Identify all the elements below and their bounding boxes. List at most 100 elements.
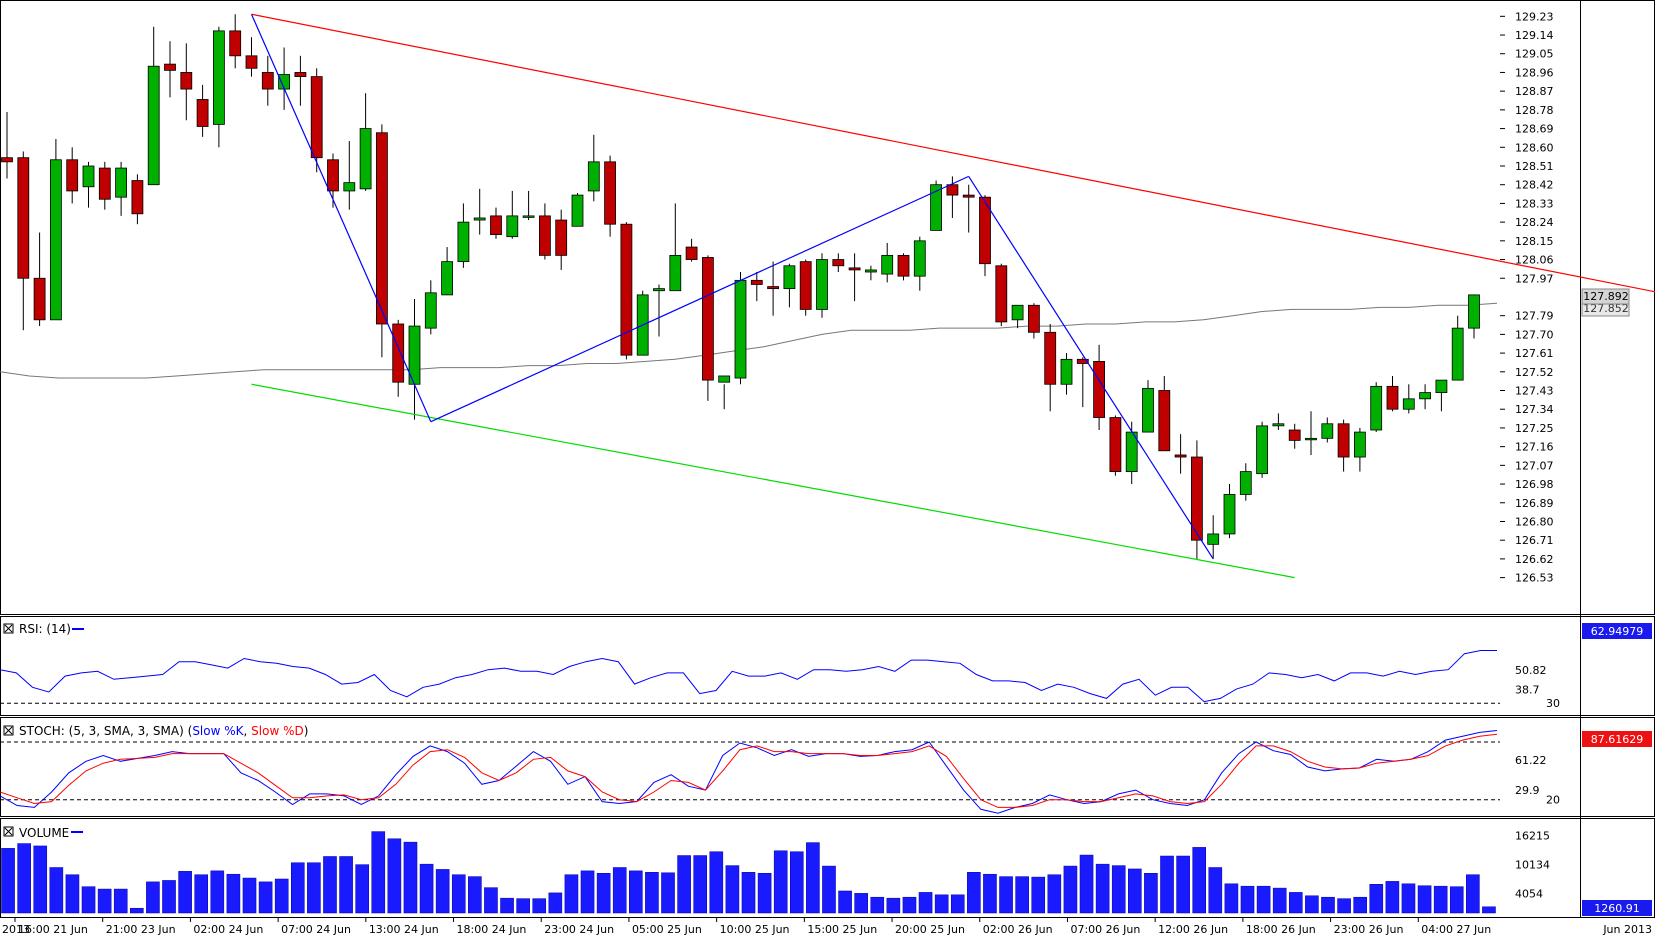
price-axis-tick-label: 127.07	[1515, 459, 1554, 472]
candle	[996, 264, 1007, 326]
volume-bar	[1080, 855, 1093, 913]
x-axis-tick-label: 07:00 24 Jun	[281, 923, 351, 936]
volume-bar	[661, 873, 674, 913]
volume-bar	[1193, 847, 1206, 913]
volume-bar	[581, 871, 594, 913]
candle-body-down	[1159, 391, 1170, 451]
volume-bar	[436, 869, 449, 913]
candle-body-up	[1354, 432, 1365, 457]
price-axis-tick-label: 126.98	[1515, 478, 1554, 491]
volume-bar	[259, 882, 272, 913]
candle	[1257, 422, 1268, 478]
volume-bar	[114, 889, 127, 913]
volume-bar	[1482, 907, 1495, 913]
price-axis-tick-label: 128.69	[1515, 123, 1554, 136]
candle-body-up	[1257, 426, 1268, 474]
price-axis-tick-label: 128.78	[1515, 104, 1554, 117]
volume-bar	[1289, 892, 1302, 913]
candle	[800, 260, 811, 316]
candle-body-up	[507, 216, 518, 237]
price-axis-tick-label: 127.97	[1515, 272, 1554, 285]
volume-badge: 1260.91	[1582, 900, 1652, 916]
price-axis-tick-label: 128.15	[1515, 235, 1554, 248]
candle	[311, 68, 322, 172]
volume-bar	[790, 852, 803, 913]
volume-bar	[1402, 884, 1415, 913]
price-axis-tick-label: 127.61	[1515, 347, 1554, 360]
volume-bar	[323, 856, 336, 913]
volume-bar	[130, 908, 143, 913]
price-axis-tick-label: 127.16	[1515, 441, 1554, 454]
stoch-axis-tick-label: 29.9	[1515, 784, 1540, 797]
candle-body-up	[1420, 393, 1431, 399]
candle-body-down	[751, 280, 762, 284]
volume-axis-tick-label: 16215	[1515, 829, 1550, 842]
volume-bar	[388, 839, 401, 913]
candle-body-down	[621, 224, 632, 355]
volume-bar	[340, 856, 353, 913]
candle-body-down	[197, 99, 208, 126]
x-axis-tick-label: 05:00 25 Jun	[632, 923, 702, 936]
candle	[1110, 415, 1121, 475]
volume-bar	[1241, 886, 1254, 913]
volume-bar	[565, 875, 578, 913]
volume-axis-tick-label: 10134	[1515, 858, 1550, 871]
candle	[735, 272, 746, 384]
candle-body-up	[1224, 494, 1235, 533]
volume-bar	[468, 877, 481, 913]
price-axis-tick-label: 128.51	[1515, 160, 1554, 173]
candle-body-down	[262, 72, 273, 89]
candle-body-up	[1436, 380, 1447, 392]
volume-bar	[1016, 877, 1029, 913]
volume-bar	[903, 897, 916, 913]
volume-bar	[613, 868, 626, 914]
volume-bar	[1177, 856, 1190, 913]
candle	[50, 139, 61, 320]
volume-axis-tick-label: 4054	[1515, 888, 1543, 901]
volume-bar	[82, 887, 95, 913]
volume-bar	[935, 895, 948, 913]
x-axis-tick-label: Jun 2013	[1602, 923, 1652, 936]
candle-body-up	[719, 376, 730, 382]
volume-bar	[517, 899, 530, 913]
candle-body-down	[1338, 424, 1349, 457]
volume-bar	[372, 832, 385, 913]
volume-bar	[1225, 884, 1238, 913]
volume-bar	[162, 880, 175, 913]
volume-bar	[887, 898, 900, 913]
volume-bar	[66, 875, 79, 913]
candle-body-up	[213, 31, 224, 125]
stoch-label: STOCH: (5, 3, SMA, 3, SMA)	[19, 724, 184, 738]
volume-bar	[1128, 869, 1141, 913]
price-axis-tick-label: 126.62	[1515, 553, 1554, 566]
candle-body-down	[686, 247, 697, 259]
candle	[931, 181, 942, 231]
candle	[376, 124, 387, 357]
candle-body-down	[1094, 361, 1105, 417]
volume-bar	[1305, 896, 1318, 913]
candle-body-up	[817, 260, 828, 310]
volume-bar	[1112, 866, 1125, 913]
candle-body-down	[99, 168, 110, 199]
volume-bar	[50, 868, 63, 914]
candle-body-up	[784, 266, 795, 289]
volume-bar	[227, 874, 240, 913]
volume-value-badge: 1260.91	[1594, 902, 1640, 915]
volume-bar	[211, 871, 224, 913]
price-axis-tick-label: 126.71	[1515, 534, 1554, 547]
candle-body-down	[1175, 455, 1186, 457]
candle-body-down	[833, 260, 844, 266]
volume-bar	[742, 872, 755, 913]
volume-bar	[1144, 873, 1157, 913]
candle-body-down	[1289, 430, 1300, 440]
price-axis-tick-label: 128.33	[1515, 197, 1554, 210]
candle-body-up	[1240, 472, 1251, 495]
x-axis-tick-label: 12:00 26 Jun	[1158, 923, 1228, 936]
volume-bar	[855, 893, 868, 913]
x-axis-tick-label: 07:00 26 Jun	[1070, 923, 1140, 936]
volume-bar	[501, 898, 514, 913]
candle-body-up	[1322, 424, 1333, 439]
candle-body-up	[1061, 359, 1072, 384]
stoch-title: STOCH: (5, 3, SMA, 3, SMA) (Slow %K, Slo…	[4, 724, 308, 738]
candle-body-down	[1045, 332, 1056, 384]
